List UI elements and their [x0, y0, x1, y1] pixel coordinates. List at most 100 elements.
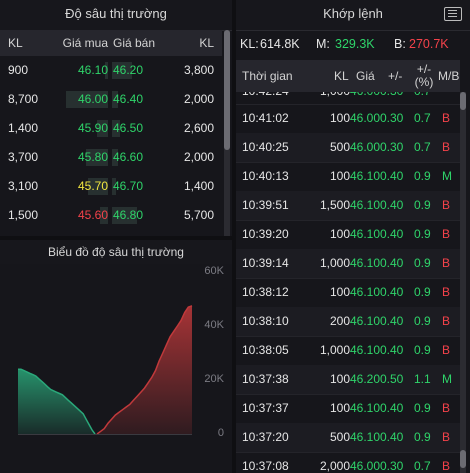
trade-volume: 500: [329, 430, 350, 444]
header-time: Thời gian: [242, 69, 293, 83]
trade-change: 0.40: [380, 169, 404, 183]
trade-row[interactable]: 10:37:37 100 46.10 0.40 0.9 B: [236, 394, 460, 424]
trades-title: Khớp lệnh: [236, 0, 470, 31]
bid-price: 45.90: [77, 121, 108, 135]
trade-volume: 100: [329, 227, 350, 241]
trade-row[interactable]: 10:37:38 100 46.20 0.50 1.1 M: [236, 365, 460, 395]
depth-row[interactable]: 3,100 45.70 46.70 1,400: [0, 172, 222, 201]
bid-price: 45.60: [77, 208, 108, 222]
header-volume: KL: [334, 69, 349, 83]
depth-row[interactable]: 1,500 45.60 46.80 5,700: [0, 201, 222, 230]
bid-volume-bar: [66, 91, 108, 108]
trade-volume: 1,000: [319, 343, 350, 357]
trade-price: 46.10: [350, 430, 381, 444]
trade-change-pct: 0.9: [414, 314, 431, 328]
trade-row-partial[interactable]: 10:42:24 1,000 46.00 0.30 0.7: [236, 92, 460, 105]
trade-time: 10:40:13: [242, 169, 289, 183]
total-volume-label: KL:: [240, 37, 259, 51]
ask-price: 46.60: [113, 150, 144, 164]
bid-volume-bar: [86, 149, 108, 166]
ask-volume-bar: [112, 120, 120, 137]
ask-volume-bar: [112, 91, 118, 108]
trade-volume: 1,000: [319, 256, 350, 270]
trades-list: 10:42:24 1,000 46.00 0.30 0.7 10:41:0210…: [236, 92, 460, 473]
trade-change-pct: 0.9: [414, 430, 431, 444]
trade-change: 0.40: [380, 343, 404, 357]
trade-match-side: B: [442, 140, 451, 154]
trade-row[interactable]: 10:39:20 100 46.10 0.40 0.9 B: [236, 220, 460, 250]
header-bid-price: Giá mua: [62, 36, 108, 50]
trade-change: 0.40: [380, 256, 404, 270]
depth-scroll-thumb[interactable]: [224, 30, 230, 150]
ask-volume-bar: [112, 62, 132, 79]
bid-price: 46.10: [77, 63, 108, 77]
trade-match-side: B: [442, 430, 451, 444]
trades-scrollbar[interactable]: [460, 92, 466, 473]
depth-title: Độ sâu thị trường: [0, 0, 232, 31]
buy-volume-label: M:: [316, 37, 330, 51]
depth-row[interactable]: 3,700 45.80 46.60 2,000: [0, 143, 222, 172]
header-ask-price: Giá bán: [113, 36, 156, 50]
ask-price: 46.80: [113, 208, 144, 222]
trade-change: 0.40: [380, 198, 404, 212]
bid-volume: 8,700: [8, 92, 39, 106]
trade-row[interactable]: 10:38:10 200 46.10 0.40 0.9 B: [236, 307, 460, 337]
trade-change-pct: 0.7: [414, 459, 431, 473]
trades-scroll-thumb-bottom[interactable]: [460, 450, 466, 468]
trade-row[interactable]: 10:37:20 500 46.10 0.40 0.9 B: [236, 423, 460, 453]
bid-volume: 900: [8, 63, 29, 77]
trade-match-side: B: [442, 227, 451, 241]
depth-panel: Độ sâu thị trường KL Giá mua Giá bán KL …: [0, 0, 232, 236]
trade-row[interactable]: 10:38:12 100 46.10 0.40 0.9 B: [236, 278, 460, 308]
depth-scrollbar[interactable]: [224, 30, 230, 236]
trade-change: 0.30: [380, 140, 404, 154]
trade-row[interactable]: 10:41:02 100 46.00 0.30 0.7 B: [236, 104, 460, 134]
trades-scroll-thumb-top[interactable]: [460, 92, 466, 110]
trade-row[interactable]: 10:40:25 500 46.00 0.30 0.7 B: [236, 133, 460, 163]
trade-change: 0.30: [380, 459, 404, 473]
trade-price: 46.20: [350, 372, 381, 386]
trade-match-side: B: [442, 401, 451, 415]
trade-match-side: B: [442, 198, 451, 212]
trade-row[interactable]: 10:37:08 2,000 46.00 0.30 0.7 B: [236, 452, 460, 473]
trade-volume: 100: [329, 169, 350, 183]
trade-change: 0.40: [380, 430, 404, 444]
depth-chart-panel: Biểu đồ độ sâu thị trường 60K 40K 20K 0: [0, 240, 232, 473]
trade-price: 46.00: [350, 140, 381, 154]
trade-match-side: M: [442, 372, 452, 386]
depth-row[interactable]: 1,400 45.90 46.50 2,600: [0, 114, 222, 143]
ask-depth-area: [97, 305, 192, 434]
trade-volume: 100: [329, 401, 350, 415]
trade-price: 46.00: [350, 92, 380, 104]
trade-change-pct: 0.9: [414, 227, 431, 241]
trade-match-side: M: [442, 169, 452, 183]
bid-depth-line: [18, 368, 96, 435]
trade-change-pct: 1.1: [414, 372, 431, 386]
trade-match-side: B: [442, 111, 451, 125]
trade-change: 0.40: [380, 285, 404, 299]
y-tick-label: 0: [217, 427, 224, 439]
trade-time: 10:42:24: [242, 92, 289, 104]
menu-icon[interactable]: [444, 7, 462, 21]
trade-price: 46.10: [350, 401, 381, 415]
trade-row[interactable]: 10:38:05 1,000 46.10 0.40 0.9 B: [236, 336, 460, 366]
bid-volume-bar: [100, 207, 108, 224]
trade-row[interactable]: 10:39:51 1,500 46.10 0.40 0.9 B: [236, 191, 460, 221]
ask-volume-bar: [112, 149, 118, 166]
trade-change: 0.30: [380, 92, 403, 104]
trade-change: 0.50: [380, 372, 404, 386]
trade-time: 10:37:20: [242, 430, 289, 444]
trade-row[interactable]: 10:40:13 100 46.10 0.40 0.9 M: [236, 162, 460, 192]
trade-time: 10:39:14: [242, 256, 289, 270]
trade-change-pct: 0.7: [414, 111, 431, 125]
trade-row[interactable]: 10:39:14 1,000 46.10 0.40 0.9 B: [236, 249, 460, 279]
ask-volume: 2,600: [183, 121, 214, 135]
bid-volume: 3,100: [8, 179, 39, 193]
trade-price: 46.00: [350, 111, 381, 125]
bid-volume: 3,700: [8, 150, 39, 164]
depth-header: KL Giá mua Giá bán KL: [0, 30, 222, 56]
bid-price: 45.80: [77, 150, 108, 164]
header-bid-volume: KL: [8, 36, 23, 50]
depth-row[interactable]: 900 46.10 46.20 3,800: [0, 56, 222, 85]
depth-row[interactable]: 8,700 46.00 46.40 2,000: [0, 85, 222, 114]
